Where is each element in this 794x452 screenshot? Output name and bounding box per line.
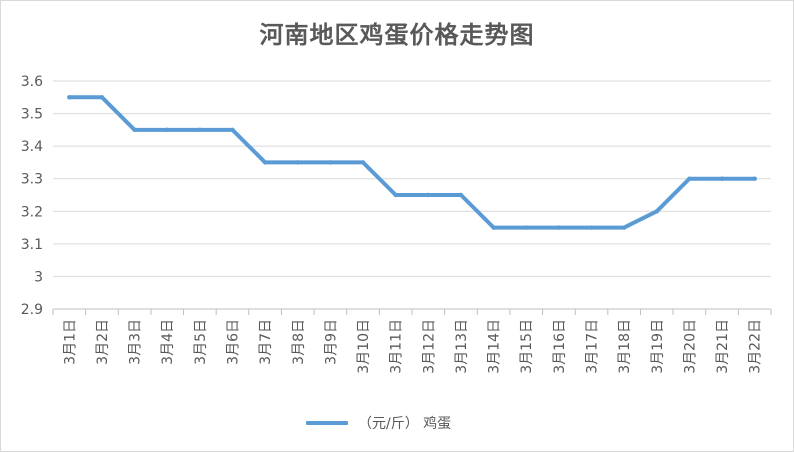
data-point (491, 225, 496, 230)
data-point (230, 127, 235, 133)
x-tick-label: 3月20日 (682, 319, 698, 374)
data-point (393, 192, 398, 198)
y-tick-label: 3.5 (21, 107, 43, 123)
x-tick-label: 3月22日 (748, 319, 764, 374)
data-point (197, 127, 203, 133)
x-tick-label: 3月12日 (421, 319, 437, 374)
y-tick-label: 3.2 (21, 204, 43, 220)
x-tick-label: 3月18日 (617, 319, 633, 374)
y-tick-label: 3.3 (21, 172, 43, 188)
data-point (654, 209, 659, 214)
y-tick-label: 3.6 (21, 74, 43, 90)
x-tick-label: 3月14日 (487, 319, 503, 374)
data-point (589, 225, 594, 230)
data-point (360, 160, 366, 165)
data-point (621, 225, 627, 230)
x-tick-label: 3月4日 (160, 319, 176, 365)
x-tick-label: 3月10日 (356, 319, 372, 374)
x-tick-label: 3月2日 (95, 319, 111, 365)
x-tick-label: 3月5日 (193, 319, 209, 365)
data-point (719, 176, 725, 181)
data-point (295, 160, 300, 165)
x-tick-label: 3月21日 (715, 319, 731, 374)
x-tick-label: 3月8日 (291, 319, 307, 365)
x-tick-label: 3月19日 (650, 319, 666, 374)
data-point (262, 160, 268, 165)
data-point (556, 225, 562, 230)
data-point (687, 176, 692, 181)
x-tick-label: 3月9日 (323, 319, 339, 365)
data-point (165, 127, 170, 133)
data-point (524, 225, 529, 230)
y-tick-label: 3 (34, 269, 43, 285)
x-tick-label: 3月13日 (454, 319, 470, 374)
x-tick-label: 3月17日 (585, 319, 601, 374)
x-tick-label: 3月6日 (226, 319, 242, 365)
x-tick-label: 3月16日 (552, 319, 568, 374)
data-point (99, 95, 105, 100)
legend-line-swatch (306, 421, 348, 425)
data-point (328, 160, 333, 165)
x-tick-label: 3月15日 (519, 319, 535, 374)
data-point (458, 192, 464, 198)
data-point (67, 95, 72, 100)
x-tick-label: 3月7日 (258, 319, 274, 365)
x-tick-label: 3月1日 (62, 319, 78, 365)
data-point (752, 176, 757, 181)
data-point (132, 127, 137, 133)
legend: （元/斤） 鸡蛋 (306, 413, 451, 433)
x-tick-label: 3月3日 (128, 319, 144, 365)
series-line (67, 95, 757, 230)
x-tick-label: 3月11日 (389, 319, 405, 374)
legend-label: （元/斤） 鸡蛋 (358, 416, 452, 432)
y-tick-label: 3.4 (21, 139, 43, 155)
data-point (426, 192, 431, 198)
chart-title: 河南地区鸡蛋价格走势图 (259, 21, 535, 49)
y-tick-label: 2.9 (21, 302, 43, 318)
y-tick-label: 3.1 (21, 237, 43, 253)
